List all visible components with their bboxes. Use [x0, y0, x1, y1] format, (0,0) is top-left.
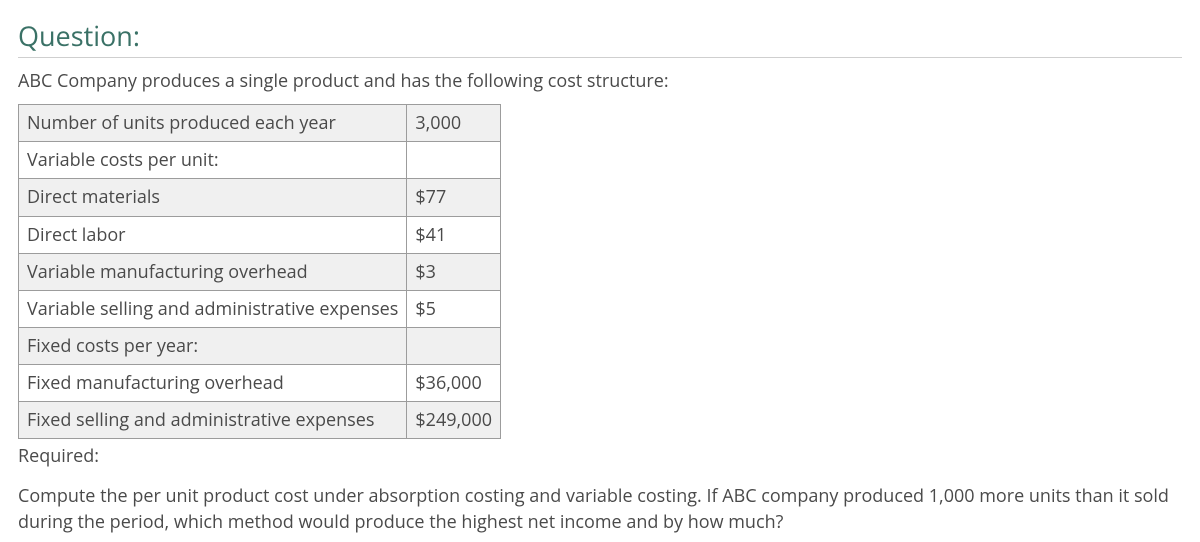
table-row: Direct materials $77: [19, 179, 501, 216]
table-row: Fixed costs per year:: [19, 327, 501, 364]
row-label: Direct materials: [19, 179, 407, 216]
row-value: $3: [407, 253, 501, 290]
row-label: Fixed manufacturing overhead: [19, 364, 407, 401]
table-row: Fixed selling and administrative expense…: [19, 401, 501, 438]
table-row: Direct labor $41: [19, 216, 501, 253]
cost-structure-table: Number of units produced each year 3,000…: [18, 104, 501, 439]
row-label: Variable costs per unit:: [19, 142, 407, 179]
table-row: Variable selling and administrative expe…: [19, 290, 501, 327]
row-value: $249,000: [407, 401, 501, 438]
table-row: Number of units produced each year 3,000: [19, 105, 501, 142]
row-label: Fixed costs per year:: [19, 327, 407, 364]
required-text: Compute the per unit product cost under …: [18, 483, 1182, 535]
row-value: $5: [407, 290, 501, 327]
question-lead: ABC Company produces a single product an…: [18, 68, 1182, 94]
row-value: [407, 142, 501, 179]
row-label: Direct labor: [19, 216, 407, 253]
table-row: Fixed manufacturing overhead $36,000: [19, 364, 501, 401]
row-value: $41: [407, 216, 501, 253]
row-value: 3,000: [407, 105, 501, 142]
row-value: $36,000: [407, 364, 501, 401]
row-value: [407, 327, 501, 364]
row-label: Variable manufacturing overhead: [19, 253, 407, 290]
row-label: Number of units produced each year: [19, 105, 407, 142]
row-label: Variable selling and administrative expe…: [19, 290, 407, 327]
question-heading: Question:: [18, 16, 1182, 58]
row-label: Fixed selling and administrative expense…: [19, 401, 407, 438]
table-row: Variable manufacturing overhead $3: [19, 253, 501, 290]
required-label: Required:: [18, 443, 1182, 469]
row-value: $77: [407, 179, 501, 216]
table-row: Variable costs per unit:: [19, 142, 501, 179]
